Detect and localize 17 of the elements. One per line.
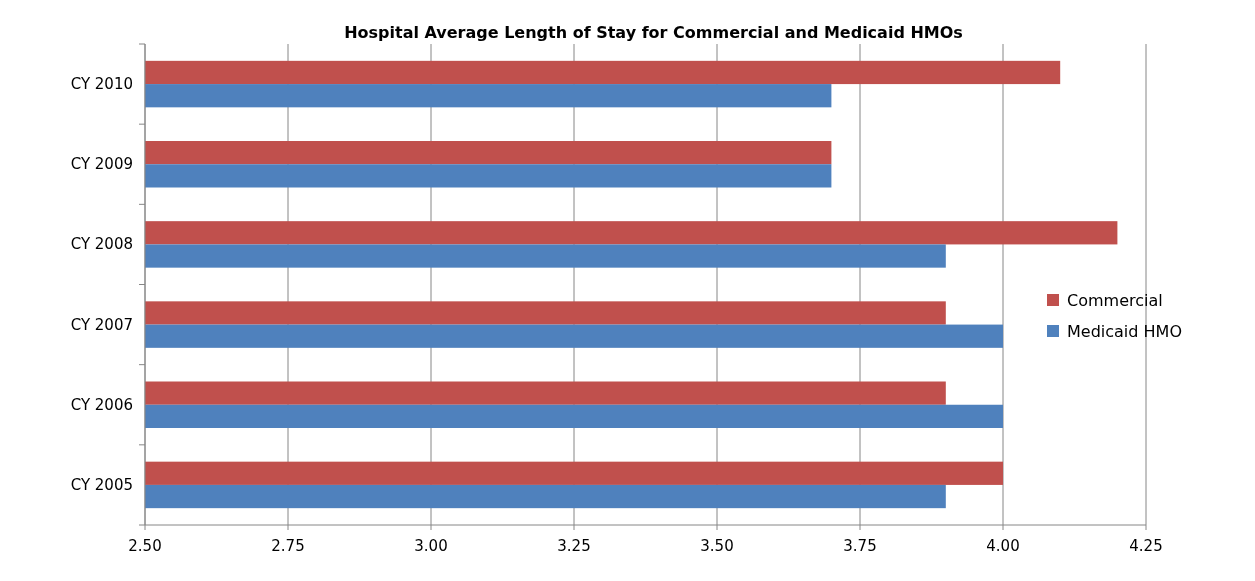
x-tick-label: 4.25 — [1129, 537, 1163, 555]
y-tick-label: CY 2010 — [70, 75, 133, 94]
x-tick-label: 3.25 — [557, 537, 591, 555]
x-tick-label: 3.75 — [843, 537, 877, 555]
x-tick-label: 4.00 — [986, 537, 1020, 555]
x-tick-label: 3.50 — [700, 537, 734, 555]
chart-title: Hospital Average Length of Stay for Commercial and Medicaid HMOs — [344, 23, 963, 42]
y-tick-label: CY 2006 — [70, 395, 133, 414]
x-tick-label: 2.75 — [271, 537, 305, 555]
legend-label: Commercial — [1067, 291, 1163, 310]
y-tick-label: CY 2007 — [70, 315, 133, 334]
y-tick-label: CY 2009 — [70, 155, 133, 174]
x-tick-label: 3.00 — [414, 537, 448, 555]
y-tick-label: CY 2005 — [70, 475, 133, 494]
x-tick-label: 2.50 — [128, 537, 162, 555]
legend-label: Medicaid HMO — [1067, 322, 1182, 341]
y-tick-label: CY 2008 — [70, 235, 133, 254]
